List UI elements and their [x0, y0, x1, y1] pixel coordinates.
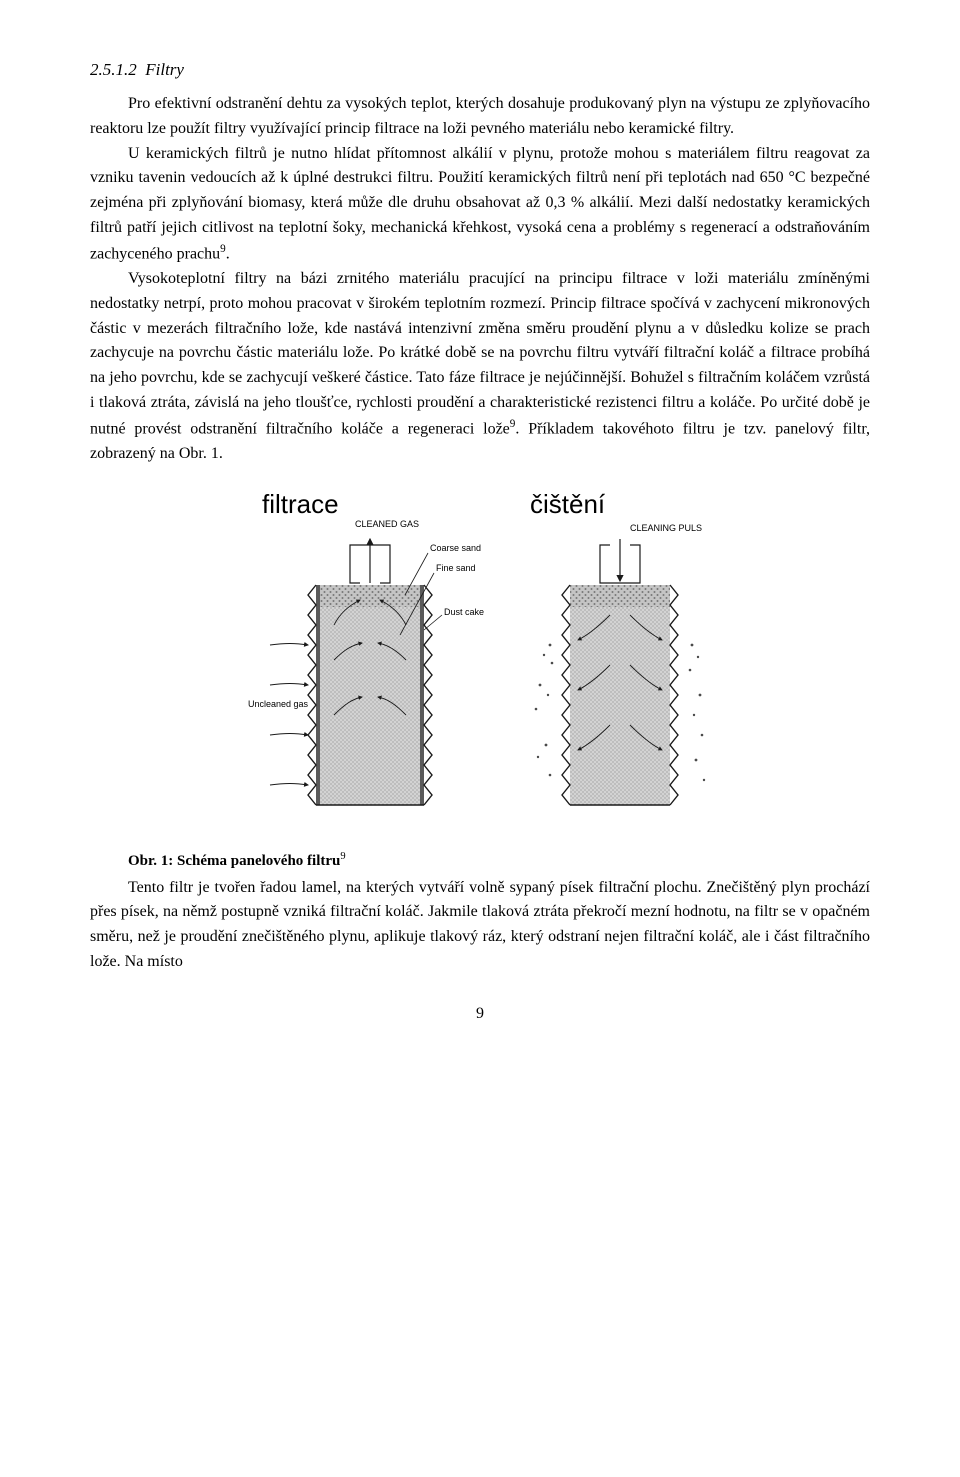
section-number: 2.5.1.2 [90, 60, 137, 79]
right-column [562, 585, 678, 805]
after-figure-text: Tento filtr je tvořen řadou lamel, na kt… [90, 876, 870, 975]
paragraph-4: Tento filtr je tvořen řadou lamel, na kt… [90, 876, 870, 975]
paragraph-2-text: U keramických filtrů je nutno hlídat pří… [90, 145, 870, 263]
label-cleaned-gas: CLEANED GAS [355, 519, 419, 529]
paragraph-3: Vysokoteplotní filtry na bázi zrnitého m… [90, 267, 870, 467]
figure-1-caption: Obr. 1: Schéma panelového filtru9 [128, 851, 870, 870]
section-heading: 2.5.1.2 Filtry [90, 60, 870, 80]
paragraph-3-text: Vysokoteplotní filtry na bázi zrnitého m… [90, 270, 870, 437]
figure-1-caption-bold: Obr. 1: Schéma panelového filtru [128, 853, 340, 869]
page-container: 2.5.1.2 Filtry Pro efektivní odstranění … [0, 0, 960, 1063]
label-cleaning-puls: CLEANING PULS [630, 523, 702, 533]
label-dust-cake: Dust cake [444, 607, 484, 617]
section-title: Filtry [145, 60, 184, 79]
paragraph-1: Pro efektivní odstranění dehtu za vysoký… [90, 92, 870, 142]
body-text: Pro efektivní odstranění dehtu za vysoký… [90, 92, 870, 467]
paragraph-2: U keramických filtrů je nutno hlídat pří… [90, 142, 870, 267]
label-fine-sand: Fine sand [436, 563, 476, 573]
left-column [308, 585, 432, 805]
figure-title-left: filtrace [262, 489, 339, 519]
figure-title-right: čištění [530, 489, 606, 519]
figure-1-caption-sup: 9 [340, 851, 345, 862]
uncleaned-gas-arrows [270, 643, 308, 785]
label-uncleaned-gas: Uncleaned gas [248, 699, 309, 709]
figure-1-svg: filtrace CLEANED GAS [200, 485, 760, 845]
page-number: 9 [90, 1005, 870, 1023]
label-coarse-sand: Coarse sand [430, 543, 481, 553]
figure-1: filtrace CLEANED GAS [90, 485, 870, 845]
paragraph-2-tail: . [226, 245, 230, 262]
